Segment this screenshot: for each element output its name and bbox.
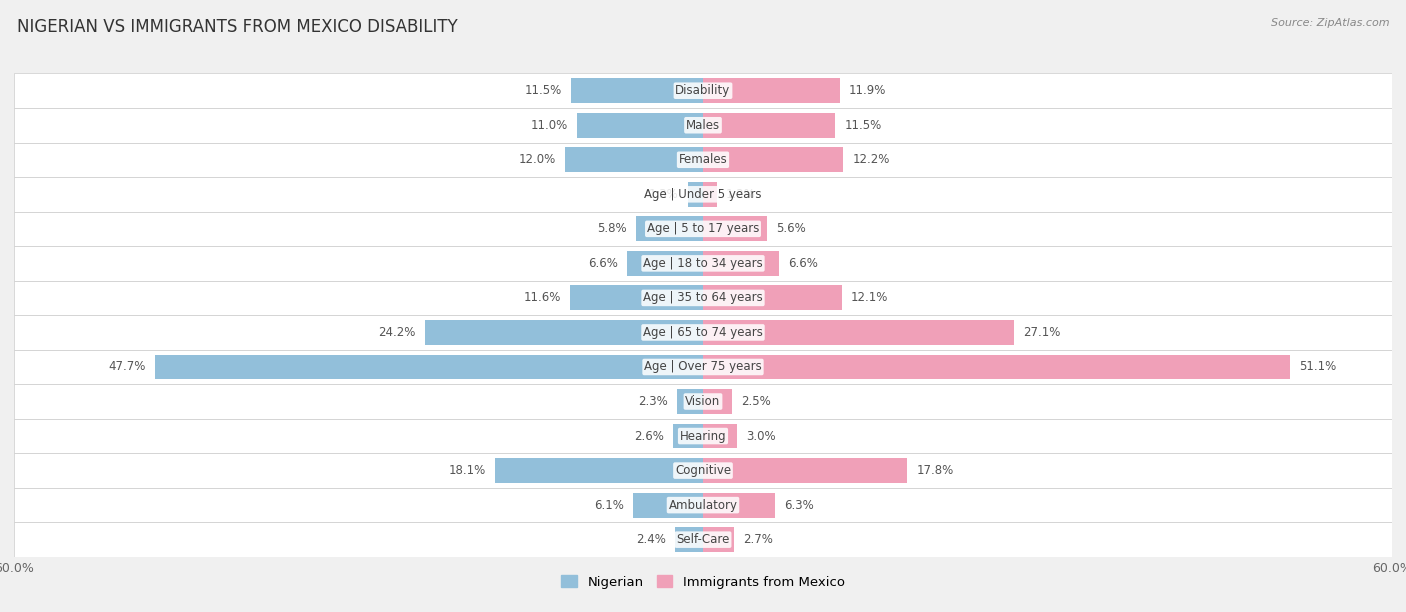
- Text: 1.2%: 1.2%: [725, 188, 756, 201]
- Bar: [14, 488, 1392, 523]
- Text: Age | 5 to 17 years: Age | 5 to 17 years: [647, 222, 759, 236]
- Bar: [676, 389, 703, 414]
- Bar: [14, 108, 1392, 143]
- Text: Vision: Vision: [685, 395, 721, 408]
- Text: Age | Under 5 years: Age | Under 5 years: [644, 188, 762, 201]
- Text: 12.2%: 12.2%: [852, 153, 890, 166]
- Bar: [703, 458, 907, 483]
- Text: 1.3%: 1.3%: [650, 188, 679, 201]
- Bar: [565, 147, 703, 172]
- Bar: [703, 113, 835, 138]
- Legend: Nigerian, Immigrants from Mexico: Nigerian, Immigrants from Mexico: [555, 570, 851, 594]
- Bar: [703, 285, 842, 310]
- Bar: [703, 320, 1014, 345]
- Text: Age | 18 to 34 years: Age | 18 to 34 years: [643, 257, 763, 270]
- Bar: [627, 251, 703, 276]
- Bar: [14, 177, 1392, 212]
- Bar: [495, 458, 703, 483]
- Bar: [703, 527, 734, 552]
- Text: 2.6%: 2.6%: [634, 430, 664, 442]
- Bar: [14, 143, 1392, 177]
- Text: 2.7%: 2.7%: [744, 533, 773, 546]
- Bar: [155, 354, 703, 379]
- Text: 27.1%: 27.1%: [1024, 326, 1060, 339]
- Bar: [569, 285, 703, 310]
- Text: 11.9%: 11.9%: [849, 84, 886, 97]
- Text: 6.3%: 6.3%: [785, 499, 814, 512]
- Bar: [703, 493, 775, 518]
- Bar: [576, 113, 703, 138]
- Text: 2.4%: 2.4%: [637, 533, 666, 546]
- Bar: [637, 217, 703, 241]
- Text: 12.1%: 12.1%: [851, 291, 889, 304]
- Bar: [703, 389, 731, 414]
- Text: 24.2%: 24.2%: [378, 326, 416, 339]
- Bar: [688, 182, 703, 207]
- Bar: [14, 73, 1392, 108]
- Bar: [14, 419, 1392, 453]
- Text: NIGERIAN VS IMMIGRANTS FROM MEXICO DISABILITY: NIGERIAN VS IMMIGRANTS FROM MEXICO DISAB…: [17, 18, 457, 36]
- Bar: [425, 320, 703, 345]
- Text: 6.1%: 6.1%: [593, 499, 624, 512]
- Bar: [571, 78, 703, 103]
- Text: Hearing: Hearing: [679, 430, 727, 442]
- Text: Source: ZipAtlas.com: Source: ZipAtlas.com: [1271, 18, 1389, 28]
- Bar: [703, 354, 1289, 379]
- Bar: [703, 251, 779, 276]
- Text: 11.5%: 11.5%: [524, 84, 562, 97]
- Text: 2.3%: 2.3%: [638, 395, 668, 408]
- Text: 18.1%: 18.1%: [449, 464, 486, 477]
- Bar: [703, 78, 839, 103]
- Text: 12.0%: 12.0%: [519, 153, 555, 166]
- Text: Self-Care: Self-Care: [676, 533, 730, 546]
- Bar: [14, 281, 1392, 315]
- Bar: [14, 384, 1392, 419]
- Bar: [703, 182, 717, 207]
- Text: Males: Males: [686, 119, 720, 132]
- Text: Age | Over 75 years: Age | Over 75 years: [644, 360, 762, 373]
- Bar: [14, 246, 1392, 281]
- Bar: [14, 453, 1392, 488]
- Text: 47.7%: 47.7%: [108, 360, 146, 373]
- Bar: [14, 212, 1392, 246]
- Bar: [703, 424, 738, 449]
- Bar: [675, 527, 703, 552]
- Bar: [633, 493, 703, 518]
- Bar: [14, 315, 1392, 349]
- Text: 17.8%: 17.8%: [917, 464, 953, 477]
- Text: 5.8%: 5.8%: [598, 222, 627, 236]
- Text: Age | 35 to 64 years: Age | 35 to 64 years: [643, 291, 763, 304]
- Bar: [703, 147, 844, 172]
- Text: 11.6%: 11.6%: [523, 291, 561, 304]
- Text: Cognitive: Cognitive: [675, 464, 731, 477]
- Text: Females: Females: [679, 153, 727, 166]
- Text: 6.6%: 6.6%: [588, 257, 619, 270]
- Text: Age | 65 to 74 years: Age | 65 to 74 years: [643, 326, 763, 339]
- Text: 5.6%: 5.6%: [776, 222, 806, 236]
- Text: 2.5%: 2.5%: [741, 395, 770, 408]
- Bar: [14, 349, 1392, 384]
- Text: 3.0%: 3.0%: [747, 430, 776, 442]
- Text: 51.1%: 51.1%: [1299, 360, 1336, 373]
- Bar: [673, 424, 703, 449]
- Text: 11.5%: 11.5%: [844, 119, 882, 132]
- Text: Ambulatory: Ambulatory: [668, 499, 738, 512]
- Text: Disability: Disability: [675, 84, 731, 97]
- Text: 11.0%: 11.0%: [530, 119, 568, 132]
- Bar: [14, 523, 1392, 557]
- Text: 6.6%: 6.6%: [787, 257, 818, 270]
- Bar: [703, 217, 768, 241]
